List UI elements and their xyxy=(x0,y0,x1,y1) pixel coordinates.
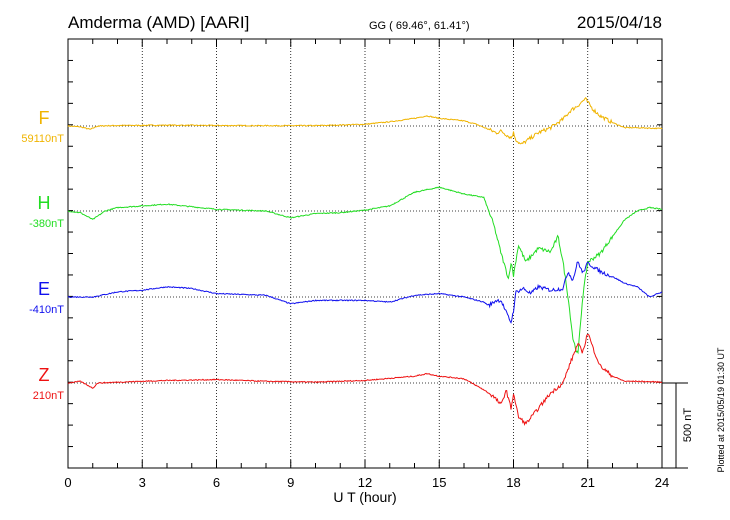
x-tick-label: 18 xyxy=(506,475,520,490)
series-line-E xyxy=(67,261,663,324)
station-coordinates: GG ( 69.46°, 61.41°) xyxy=(369,20,470,32)
chart-date: 2015/04/18 xyxy=(577,13,662,32)
plot-area-frame xyxy=(67,38,663,469)
series-baseline-label-Z: 210nT xyxy=(33,390,64,402)
x-tick-label: 3 xyxy=(139,475,146,490)
series-line-H xyxy=(67,186,662,355)
baselines xyxy=(68,125,662,384)
series-lines xyxy=(67,97,663,427)
x-tick-label: 0 xyxy=(64,475,71,490)
series-name-H: H xyxy=(38,193,51,213)
x-tick-label: 24 xyxy=(655,475,669,490)
series-name-E: E xyxy=(38,279,50,299)
scale-bar-label: 500 nT xyxy=(682,408,694,443)
series-name-F: F xyxy=(39,108,50,128)
series-baseline-label-H: -380nT xyxy=(29,218,64,230)
series-line-F xyxy=(67,97,663,145)
series-baseline-label-E: -410nT xyxy=(29,304,64,316)
scale-bar: 500 nT xyxy=(662,382,694,469)
axis-ticks: 0 3 6 9 12 15 18 21 24 xyxy=(64,39,669,490)
x-axis-label: U T (hour) xyxy=(333,489,396,505)
x-tick-label: 6 xyxy=(213,475,220,490)
plotted-timestamp: Plotted at 2015/05/19 01:30 UT xyxy=(716,347,726,473)
x-tick-label: 12 xyxy=(358,475,372,490)
x-tick-label: 21 xyxy=(581,475,595,490)
grid-lines xyxy=(141,39,589,468)
x-tick-label: 15 xyxy=(432,475,446,490)
series-baseline-label-F: 59110nT xyxy=(21,133,64,145)
series-line-Z xyxy=(67,333,663,427)
chart-title: Amderma (AMD) [AARI] xyxy=(68,13,249,32)
x-tick-label: 9 xyxy=(287,475,294,490)
series-name-Z: Z xyxy=(39,365,50,385)
series-labels: F 59110nT H -380nT E -410nT Z 210nT xyxy=(21,108,64,402)
